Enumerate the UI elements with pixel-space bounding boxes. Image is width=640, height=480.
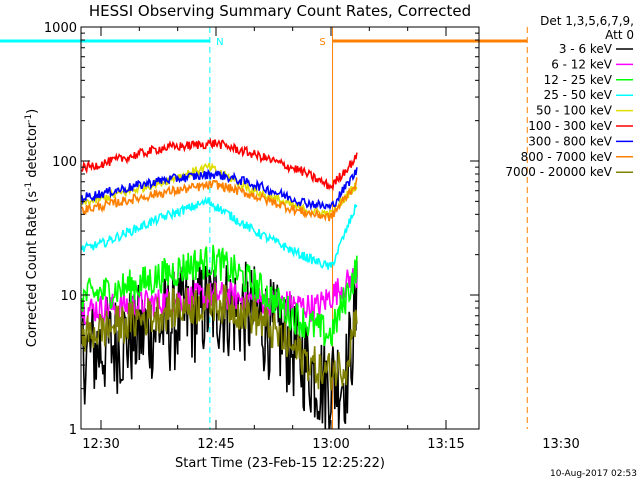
legend-label-9: 7000 - 20000 keV [505,165,612,179]
legend-label-7: 300 - 800 keV [528,134,612,148]
legend-label-2: 6 - 12 keV [551,57,613,71]
legend-label-3: 12 - 25 keV [544,73,613,87]
x-tick-label: 12:45 [197,437,234,452]
marker-s-label: S [319,37,325,48]
timestamp: 10-Aug-2017 02:53 [550,469,637,479]
y-axis-label-end: ) [25,109,40,114]
series-line-7-segment-1 [81,167,358,211]
legend-header-line-1: Det 1,3,5,6,7,9, [540,14,634,28]
legend-header-line-2: Att 0 [605,28,634,42]
series-line-1-segment-1 [81,260,358,430]
legend-label-5: 50 - 100 keV [536,104,613,118]
series-line-3-segment-1 [81,244,358,347]
y-tick-label: 10 [60,289,77,304]
y-axis-label-main: Corrected Count Rate (s [25,191,40,348]
legend-label-6: 100 - 300 keV [528,119,612,133]
series-line-4-segment-1 [81,195,358,270]
y-axis-label-sup1: -1 [24,182,34,191]
y-axis-label: Corrected Count Rate (s-1 detector-1) [24,109,40,347]
marker-n-label: N [216,37,223,48]
x-tick-label: 13:15 [427,437,464,452]
series-line-9-segment-1 [81,282,358,391]
x-tick-label: 13:00 [312,437,349,452]
legend-label-8: 800 - 7000 keV [521,150,613,164]
y-axis-label-mid: detector [25,122,40,182]
y-tick-label: 1000 [44,21,77,36]
series-line-8-segment-1 [81,177,358,223]
legend-label-4: 25 - 50 keV [544,88,613,102]
legend-label-1: 3 - 6 keV [559,42,613,56]
plot-frame [80,26,480,430]
y-axis-label-sup2: -1 [24,114,34,123]
series-line-6-segment-1 [81,137,358,192]
chart-title: HESSI Observing Summary Count Rates, Cor… [89,2,471,20]
y-tick-label: 100 [52,155,77,170]
x-axis-label: Start Time (23-Feb-15 12:25:22) [175,456,385,471]
x-tick-label: 12:30 [82,437,119,452]
series-layer [81,137,358,430]
y-tick-label: 1 [69,423,77,438]
x-tick-label: 13:30 [542,437,579,452]
y-axis: 1 10 100 1000 [44,21,479,438]
